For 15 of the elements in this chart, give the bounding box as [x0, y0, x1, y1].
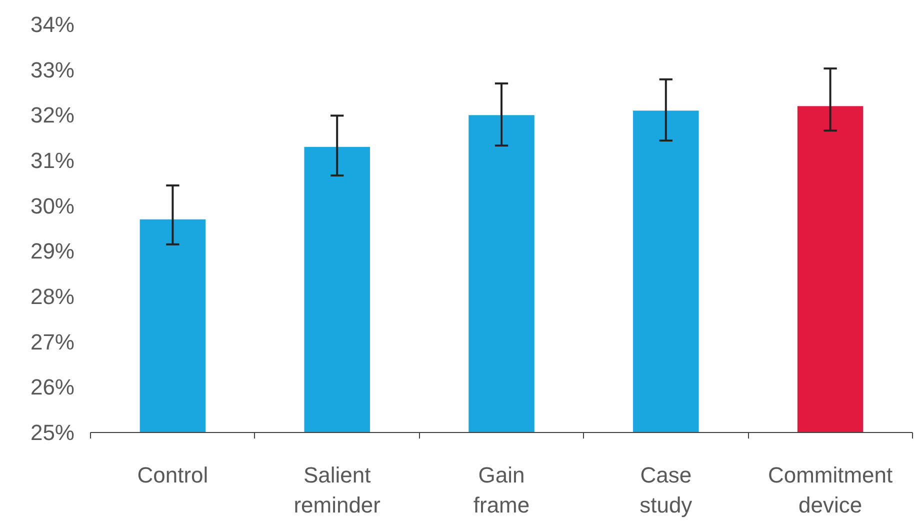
x-tick-label: Gain frame [473, 462, 530, 518]
y-tick-label: 33% [30, 57, 75, 82]
y-tick-label: 25% [30, 420, 75, 445]
x-tick-label: Commitment device [768, 462, 893, 518]
y-tick-label: 26% [30, 374, 75, 400]
y-tick-label: 28% [30, 284, 75, 309]
x-tick-label: Salient reminder [294, 462, 381, 518]
y-tick-label: 34% [30, 12, 75, 37]
y-tick-label: 31% [30, 148, 75, 173]
y-tick-label: 29% [30, 238, 75, 264]
x-tick-label: Case study [640, 462, 692, 518]
y-tick-label: 30% [30, 193, 75, 218]
x-tick-label: Control [137, 462, 208, 488]
y-tick-label: 32% [30, 102, 75, 128]
y-tick-label: 27% [30, 329, 75, 354]
